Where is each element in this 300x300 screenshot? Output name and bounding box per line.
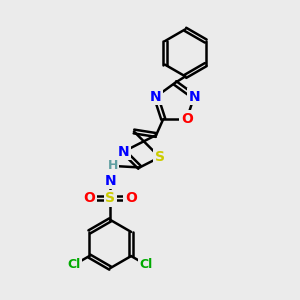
- Text: O: O: [181, 112, 193, 126]
- Text: O: O: [125, 191, 137, 206]
- Text: N: N: [118, 145, 130, 158]
- Text: H: H: [108, 160, 118, 172]
- Text: N: N: [150, 90, 162, 104]
- Text: N: N: [104, 174, 116, 188]
- Text: Cl: Cl: [68, 258, 81, 272]
- Text: S: S: [105, 191, 115, 206]
- Text: S: S: [155, 150, 165, 164]
- Text: N: N: [188, 90, 200, 104]
- Text: Cl: Cl: [140, 258, 153, 272]
- Text: O: O: [84, 191, 95, 206]
